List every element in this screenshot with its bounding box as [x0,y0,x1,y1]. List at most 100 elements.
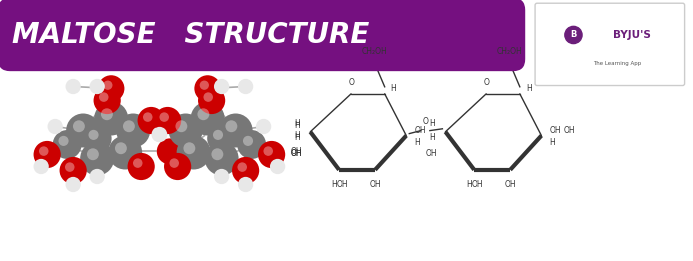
Text: OH: OH [563,126,575,135]
Text: OH: OH [426,149,437,158]
Circle shape [66,114,100,147]
Circle shape [232,157,259,184]
Circle shape [238,177,253,192]
Text: H: H [526,84,532,93]
Text: OH: OH [369,180,381,189]
Text: OH: OH [414,126,426,135]
Circle shape [200,81,209,90]
Text: H: H [295,121,300,130]
Circle shape [204,141,238,175]
Circle shape [48,119,63,134]
Circle shape [238,162,247,172]
Text: OH: OH [290,147,302,156]
Text: H: H [295,133,300,142]
Text: O: O [483,78,489,87]
Circle shape [73,120,85,132]
Text: OH: OH [550,126,561,135]
Text: OH: OH [290,149,302,158]
Circle shape [66,79,81,94]
Text: H: H [414,138,420,147]
Circle shape [263,146,273,156]
Circle shape [60,157,87,184]
Text: H: H [466,180,472,189]
Circle shape [198,108,209,120]
FancyBboxPatch shape [535,3,685,86]
Circle shape [98,75,125,102]
Circle shape [152,127,167,142]
Circle shape [137,107,165,134]
Circle shape [225,120,237,132]
Circle shape [94,102,128,135]
Circle shape [103,81,112,90]
Circle shape [214,169,229,184]
Circle shape [33,141,61,168]
Circle shape [237,130,266,159]
Circle shape [270,159,286,174]
Circle shape [238,79,253,94]
Text: CH₂OH: CH₂OH [362,47,387,56]
Circle shape [157,138,183,164]
Text: The Learning App: The Learning App [593,61,641,67]
Text: B: B [570,31,577,39]
Circle shape [94,87,121,114]
Circle shape [66,177,81,192]
Circle shape [33,159,49,174]
Circle shape [133,158,143,168]
Circle shape [108,135,142,169]
Circle shape [198,87,225,114]
Text: CH₂OH: CH₂OH [497,47,523,56]
Circle shape [207,124,236,153]
Circle shape [152,127,167,142]
Text: O: O [348,78,354,87]
Circle shape [164,153,191,180]
Text: BYJU'S: BYJU'S [613,30,651,40]
Circle shape [143,112,152,122]
Circle shape [194,75,221,102]
Circle shape [565,26,582,44]
Circle shape [204,92,213,102]
Circle shape [89,79,105,94]
Circle shape [39,146,49,156]
Circle shape [214,79,229,94]
Circle shape [184,142,195,154]
Text: H: H [295,131,300,140]
Text: H: H [295,119,300,128]
Text: H: H [430,133,435,142]
Circle shape [211,148,223,160]
Circle shape [159,112,169,122]
Circle shape [115,142,127,154]
Circle shape [170,158,179,168]
Circle shape [191,102,225,135]
Text: OH: OH [290,149,302,158]
Text: H: H [331,180,337,189]
Circle shape [154,107,182,134]
Circle shape [80,141,114,175]
Circle shape [65,162,75,172]
Text: H: H [391,84,396,93]
Circle shape [101,108,113,120]
Circle shape [53,130,82,159]
Circle shape [243,136,253,146]
Circle shape [213,130,223,140]
Text: OH: OH [505,180,516,189]
Text: OH: OH [336,180,348,189]
Circle shape [256,119,271,134]
FancyBboxPatch shape [0,0,525,71]
Circle shape [168,114,202,147]
Circle shape [116,114,150,147]
Circle shape [177,135,211,169]
Text: MALTOSE   STRUCTURE: MALTOSE STRUCTURE [12,21,369,49]
Circle shape [218,114,253,147]
Circle shape [87,148,99,160]
Circle shape [82,124,112,153]
Text: H: H [430,119,435,128]
Circle shape [175,120,187,132]
Text: H: H [550,138,555,147]
Circle shape [89,169,105,184]
Text: O: O [423,117,429,126]
Circle shape [99,92,109,102]
Text: OH: OH [471,180,483,189]
Circle shape [123,120,135,132]
Circle shape [89,130,98,140]
Circle shape [58,136,69,146]
